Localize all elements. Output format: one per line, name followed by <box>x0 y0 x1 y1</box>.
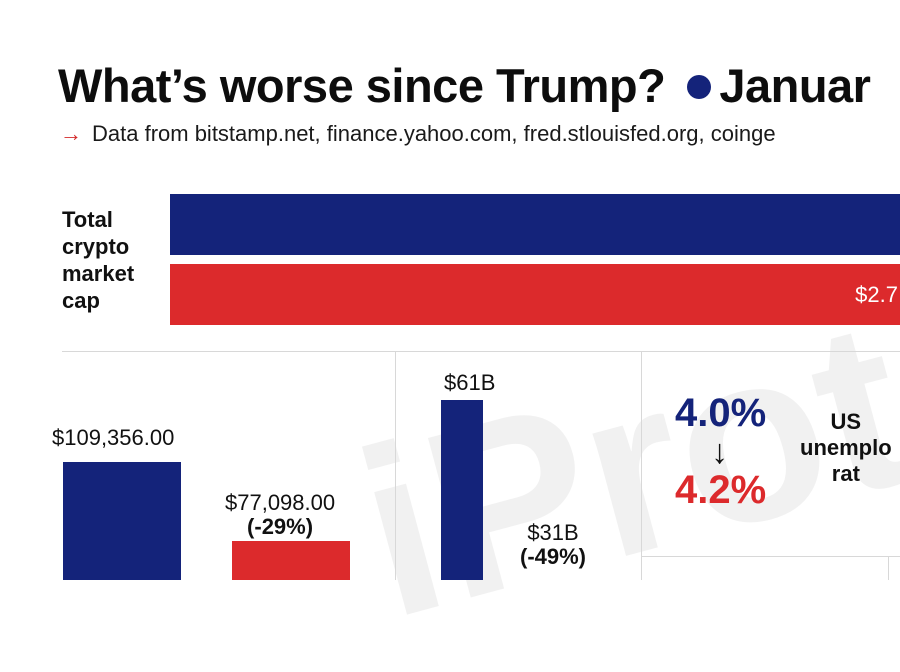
market-cap-bar-now: $2.7 <box>170 264 900 325</box>
volume-now-value-group: $31B (-49%) <box>520 521 586 569</box>
volume-now-change: (-49%) <box>520 544 587 569</box>
market-cap-label: Total crypto market cap <box>62 206 162 314</box>
column-divider <box>395 351 396 580</box>
volume-bar-january <box>441 400 483 580</box>
source-text: Data from bitstamp.net, finance.yahoo.co… <box>92 121 776 146</box>
volume-now-value: $31B <box>527 520 579 545</box>
volume-january-value: $61B <box>444 370 496 395</box>
page-title: What’s worse since Trump? Januar <box>58 58 871 113</box>
btc-bar-january <box>63 462 181 580</box>
unemployment-label: US unemplo rat <box>800 409 892 487</box>
market-cap-label-line: crypto <box>62 234 130 259</box>
market-cap-label-line: Total <box>62 207 113 232</box>
unemployment-label-line: rat <box>831 461 860 486</box>
legend-dot-icon <box>687 75 712 100</box>
unemployment-label-line: US <box>830 409 862 434</box>
unemployment-before-value: 4.0% <box>675 391 767 435</box>
legend-label: Januar <box>719 59 871 112</box>
market-cap-now-value: $2.7 <box>855 282 898 307</box>
arrow-right-icon: → <box>60 121 82 146</box>
source-note: → Data from bitstamp.net, finance.yahoo.c… <box>60 121 776 147</box>
btc-bar-now <box>232 541 350 580</box>
unemployment-label-line: unemplo <box>800 435 892 460</box>
column-divider <box>641 351 642 580</box>
market-cap-bar-january <box>170 194 900 255</box>
market-cap-label-line: cap <box>62 288 100 313</box>
btc-january-value: $109,356.00 <box>52 425 175 450</box>
btc-now-change: (-29%) <box>247 514 314 539</box>
market-cap-label-line: market <box>62 261 135 286</box>
unemployment-after-value: 4.2% <box>675 468 767 512</box>
arrow-down-icon: ↓ <box>711 433 728 471</box>
column-divider <box>888 556 889 580</box>
section-divider <box>641 556 900 557</box>
title-text: What’s worse since Trump? <box>58 59 666 112</box>
section-divider <box>62 351 900 352</box>
btc-now-value-group: $77,098.00 (-29%) <box>225 491 335 539</box>
btc-now-value: $77,098.00 <box>225 490 336 515</box>
